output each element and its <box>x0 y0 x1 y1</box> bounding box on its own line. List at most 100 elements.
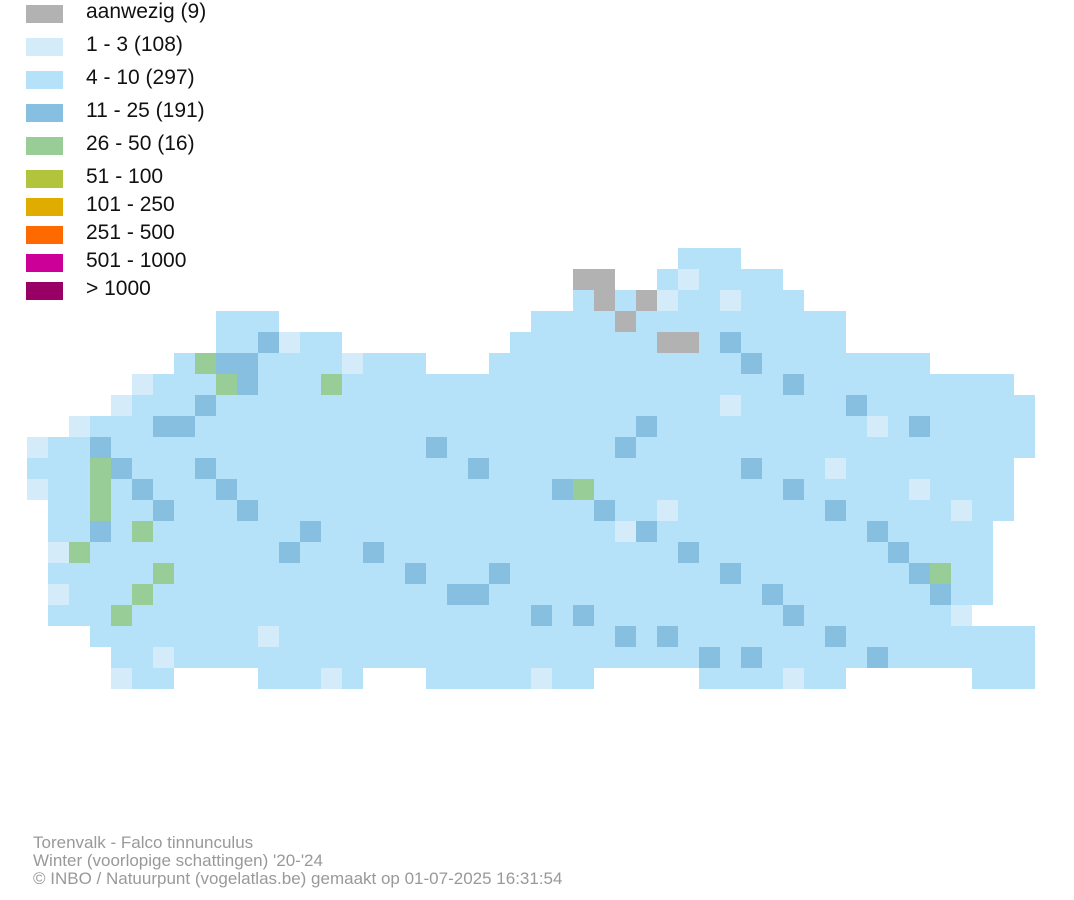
map-cell <box>258 332 279 353</box>
map-cell <box>615 437 636 458</box>
map-cell <box>993 458 1014 479</box>
map-cell <box>447 500 468 521</box>
map-cell <box>909 416 930 437</box>
map-cell <box>678 584 699 605</box>
map-cell <box>594 416 615 437</box>
map-cell <box>405 395 426 416</box>
map-cell <box>531 668 552 689</box>
map-cell <box>447 647 468 668</box>
map-cell <box>1014 668 1035 689</box>
map-cell <box>993 626 1014 647</box>
map-cell <box>153 500 174 521</box>
map-grid-cells <box>27 248 1035 689</box>
map-cell <box>405 563 426 584</box>
map-cell <box>405 626 426 647</box>
map-cell <box>426 479 447 500</box>
map-cell <box>804 542 825 563</box>
map-cell <box>804 584 825 605</box>
map-cell <box>720 395 741 416</box>
map-cell <box>699 374 720 395</box>
map-cell <box>615 353 636 374</box>
map-cell <box>804 353 825 374</box>
map-cell <box>384 458 405 479</box>
map-cell <box>636 542 657 563</box>
map-cell <box>699 584 720 605</box>
map-cell <box>132 584 153 605</box>
map-cell <box>909 479 930 500</box>
map-cell <box>657 521 678 542</box>
map-cell <box>405 584 426 605</box>
map-cell <box>531 521 552 542</box>
map-cell <box>321 668 342 689</box>
map-cell <box>699 647 720 668</box>
map-cell <box>237 395 258 416</box>
map-cell <box>426 542 447 563</box>
legend-label: 51 - 100 <box>86 165 164 188</box>
map-cell <box>825 542 846 563</box>
map-cell <box>321 647 342 668</box>
map-cell <box>825 563 846 584</box>
map-cell <box>384 437 405 458</box>
map-cell <box>846 416 867 437</box>
map-cell <box>489 668 510 689</box>
map-cell <box>174 374 195 395</box>
map-cell <box>867 563 888 584</box>
species-title: Torenvalk - Falco tinnunculus <box>33 833 254 852</box>
map-cell <box>594 269 615 290</box>
map-cell <box>678 353 699 374</box>
map-cell <box>699 542 720 563</box>
map-cell <box>342 521 363 542</box>
legend-label: 1 - 3 (108) <box>86 33 183 56</box>
map-cell <box>531 458 552 479</box>
map-cell <box>300 437 321 458</box>
map-cell <box>300 521 321 542</box>
map-cell <box>489 605 510 626</box>
map-cell <box>426 416 447 437</box>
map-cell <box>300 668 321 689</box>
map-cell <box>321 437 342 458</box>
legend-swatch <box>26 38 63 56</box>
map-cell <box>90 458 111 479</box>
map-cell <box>846 563 867 584</box>
map-cell <box>846 353 867 374</box>
map-cell <box>363 437 384 458</box>
map-cell <box>825 626 846 647</box>
map-cell <box>342 437 363 458</box>
map-cell <box>762 437 783 458</box>
map-cell <box>888 437 909 458</box>
map-cell <box>930 479 951 500</box>
map-cell <box>573 311 594 332</box>
map-cell <box>762 269 783 290</box>
map-cell <box>636 500 657 521</box>
legend-item: aanwezig (9) <box>26 1 286 23</box>
map-cell <box>615 500 636 521</box>
legend-item: 26 - 50 (16) <box>26 133 286 155</box>
map-cell <box>426 584 447 605</box>
map-cell <box>657 542 678 563</box>
map-cell <box>447 668 468 689</box>
map-cell <box>447 437 468 458</box>
map-cell <box>636 521 657 542</box>
map-cell <box>825 395 846 416</box>
map-cell <box>972 500 993 521</box>
map-cell <box>594 290 615 311</box>
map-cell <box>279 647 300 668</box>
legend-item: 51 - 100 <box>26 166 286 188</box>
map-cell <box>720 479 741 500</box>
map-cell <box>468 416 489 437</box>
map-cell <box>321 353 342 374</box>
map-cell <box>132 605 153 626</box>
map-cell <box>132 647 153 668</box>
map-cell <box>69 479 90 500</box>
map-cell <box>363 500 384 521</box>
map-cell <box>552 668 573 689</box>
map-cell <box>510 395 531 416</box>
map-cell <box>195 626 216 647</box>
map-cell <box>153 542 174 563</box>
map-cell <box>552 584 573 605</box>
map-cell <box>972 647 993 668</box>
map-cell <box>279 500 300 521</box>
map-cell <box>363 416 384 437</box>
map-cell <box>951 605 972 626</box>
map-cell <box>279 353 300 374</box>
